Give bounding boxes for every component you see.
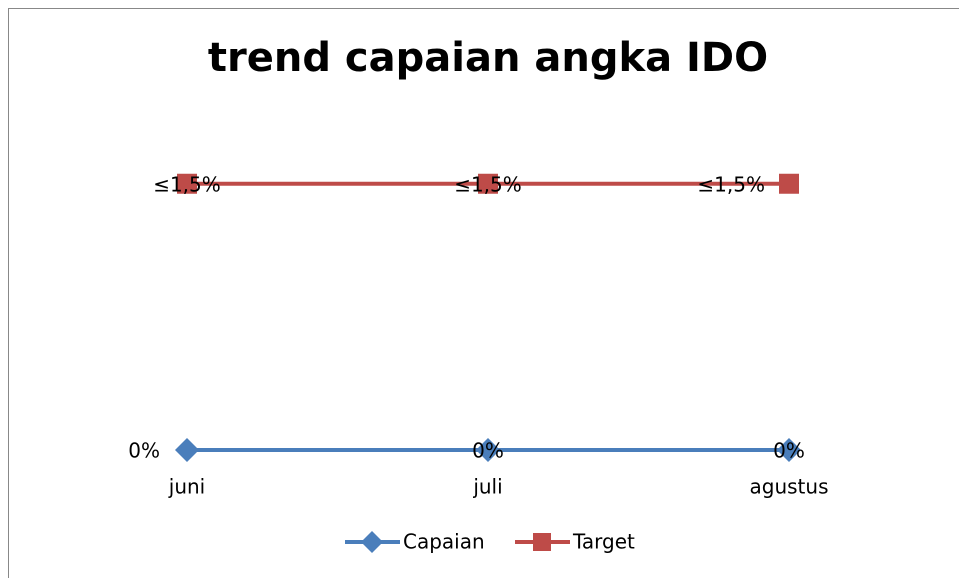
x-tick-label: agustus [750,475,829,499]
data-point [175,438,199,462]
data-point [177,173,197,194]
legend-label: Capaian [403,530,485,554]
data-label: 0% [773,439,805,463]
data-point [476,438,500,462]
legend-label: Target [572,530,635,554]
chart-title: trend capaian angka IDO [208,35,768,81]
data-point [779,173,799,194]
data-label: ≤1,5% [454,172,522,196]
data-label: ≤1,5% [697,172,765,196]
data-label: 0% [472,439,504,463]
x-tick-label: juni [168,475,205,499]
x-tick-label: juli [472,475,502,499]
data-label: ≤1,5% [153,172,221,196]
data-label: 0% [128,439,160,463]
data-point [777,438,801,462]
data-point [478,173,498,194]
legend-marker [533,533,551,551]
legend-marker [361,531,383,553]
